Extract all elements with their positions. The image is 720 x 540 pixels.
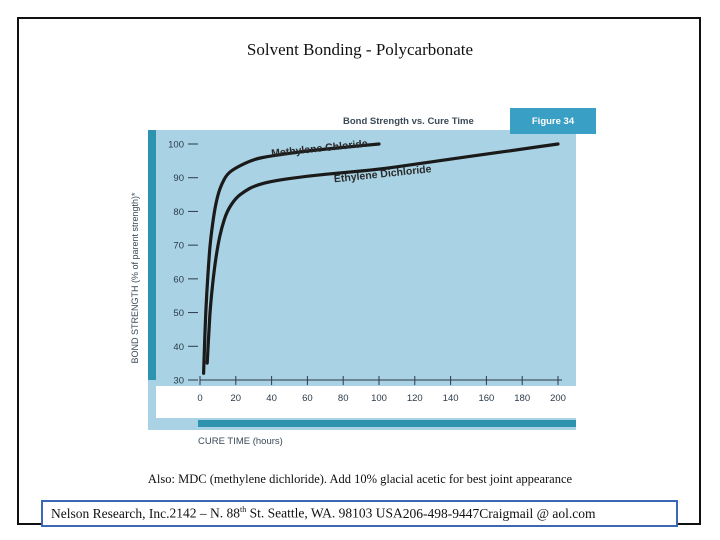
chart-title: Bond Strength vs. Cure Time — [343, 116, 474, 127]
y-tick-label: 100 — [168, 140, 184, 151]
footer-company: Nelson Research, Inc. — [51, 505, 170, 521]
x-tick-label: 140 — [443, 393, 459, 404]
y-tick-label: 60 — [173, 274, 184, 285]
footer-email[interactable]: Craigmail @ aol.com — [479, 505, 596, 521]
footer-address-prefix: 2142 – N. 88 — [169, 505, 240, 521]
footer-address-suffix: St. Seattle, WA. 98103 USA — [246, 505, 403, 521]
x-tick-label: 80 — [338, 393, 349, 404]
contact-footer: Nelson Research, Inc. 2142 – N. 88th St.… — [41, 500, 678, 527]
y-tick-label: 80 — [173, 207, 184, 218]
x-axis-label: CURE TIME (hours) — [198, 436, 283, 447]
footer-address-sup: th — [239, 505, 247, 515]
y-tick-label: 90 — [173, 173, 184, 184]
figure-label: Figure 34 — [532, 116, 575, 127]
x-tick-label: 180 — [514, 393, 530, 404]
y-tick-label: 50 — [173, 308, 184, 319]
y-tick-label: 40 — [173, 342, 184, 353]
series-line-1 — [205, 142, 560, 365]
figure-tab — [510, 108, 596, 134]
footer-phone: 206-498-9447 — [402, 505, 480, 521]
chart-figure: Bond Strength vs. Cure Time Figure 34 BO… — [118, 100, 602, 456]
x-tick-label: 160 — [478, 393, 494, 404]
x-tick-label: 0 — [197, 393, 202, 404]
y-axis-label: BOND STRENGTH (% of parent strength)* — [130, 192, 140, 364]
x-tick-label: 60 — [302, 393, 313, 404]
x-tick-label: 40 — [266, 393, 277, 404]
footer-address: 2142 – N. 88th St. Seattle, WA. 98103 US… — [169, 505, 402, 522]
y-tick-label: 70 — [173, 241, 184, 252]
axis-ticks: 30 40 50 60 70 80 90 100 0 20 40 60 80 100 120 140 160 18… — [168, 140, 566, 405]
slide-title: Solvent Bonding - Polycarbonate — [246, 40, 474, 59]
x-tick-label: 200 — [550, 393, 566, 404]
x-tick-label: 100 — [371, 393, 387, 404]
bonding-note: Also: MDC (methylene dichloride). Add 10… — [147, 472, 573, 486]
y-axis-bar — [148, 130, 156, 380]
x-tick-label: 120 — [407, 393, 423, 404]
x-axis-bar — [198, 420, 576, 427]
y-tick-label: 30 — [173, 376, 184, 387]
x-tick-label: 20 — [231, 393, 242, 404]
series-line-0 — [202, 142, 381, 375]
chart-svg: Bond Strength vs. Cure Time Figure 34 BO… — [130, 108, 596, 447]
curves — [202, 142, 560, 375]
